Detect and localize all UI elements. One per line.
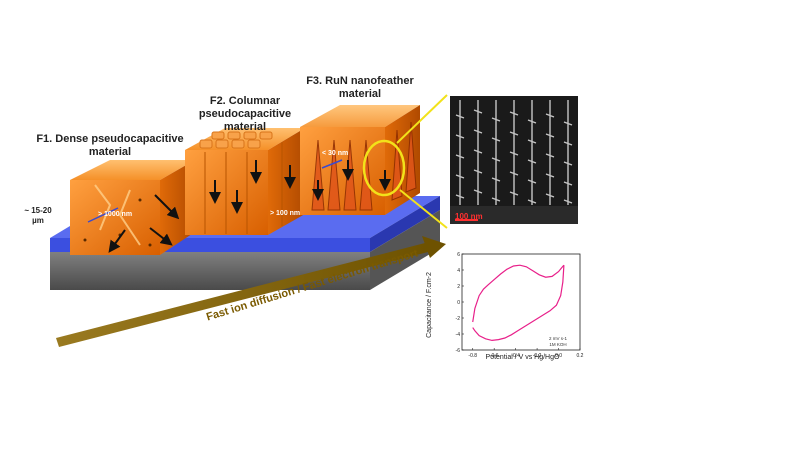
cv-x-tick-label: -0.4 [511,353,520,359]
f3-size-label: < 30 nm [322,150,349,157]
cv-x-tick-label: 0.0 [555,353,562,359]
cv-x-tick-label: -0.2 [533,353,542,359]
thickness-label: ~ 15-20 µm [18,206,58,226]
cv-y-tick-label: -2 [456,316,461,322]
thickness-line2: µm [32,216,44,225]
cv-curve-segment-1 [472,264,565,323]
f2-size-label: > 100 nm [270,210,301,217]
cv-y-axis-text: Capacitance / F.cm-2 [426,272,433,338]
cv-annotation-line2: 1M KOH [549,342,567,347]
f3-label: F3. RuN nanofeather material [300,75,420,101]
f1-label: F1. Dense pseudocapacitive material [35,133,185,159]
cv-annotation-line1: 2 mV s-1 [549,336,568,341]
cv-curve-segment-2 [472,265,565,342]
f2-label-line2: pseudocapacitive material [198,108,292,133]
f3-highlight-ellipse [362,139,406,197]
thickness-line1: ~ 15-20 [24,206,52,215]
cv-x-tick-label: -0.8 [468,353,477,359]
f1-label-line2: material [88,146,132,158]
cv-y-tick-label: 4 [457,268,460,274]
cv-y-tick-label: 0 [457,300,460,306]
f1-dense-block [70,160,195,255]
transport-arrow [56,236,446,347]
cv-x-tick-label: 0.2 [577,353,584,359]
cv-y-tick-label: -6 [456,348,461,354]
cv-x-tick-label: -0.6 [490,353,499,359]
f3-label-line1: F3. RuN nanofeather [306,75,414,87]
f3-nanofeather-block [300,105,420,215]
sem-image [450,96,578,224]
sem-scale-label: 100 nm [455,212,483,221]
f1-size-label: > 1000 nm [98,211,133,218]
zoom-connectors [396,94,448,229]
substrate-side-blue [370,196,440,252]
cv-y-tick-label: -4 [456,332,461,338]
f3-label-line2: material [338,88,382,100]
f2-top-cells [199,131,273,149]
cv-annotation: 2 mV s-1 1M KOH [549,336,567,348]
cv-chart: -0.8 -0.6 -0.4 -0.2 0.0 0.2 -6 -4 -2 0 2 4 6 [456,252,584,359]
f2-columnar-block [185,128,305,235]
cv-x-axis-label: Potential / V vs Hg/HgO [485,354,560,361]
cv-y-tick-label: 6 [457,252,460,258]
f2-label-line1: F2. Columnar [209,95,281,107]
f1-label-line1: F1. Dense pseudocapacitive [36,133,184,145]
cv-y-tick-label: 2 [457,284,460,290]
f2-label: F2. Columnar pseudocapacitive material [180,95,310,134]
